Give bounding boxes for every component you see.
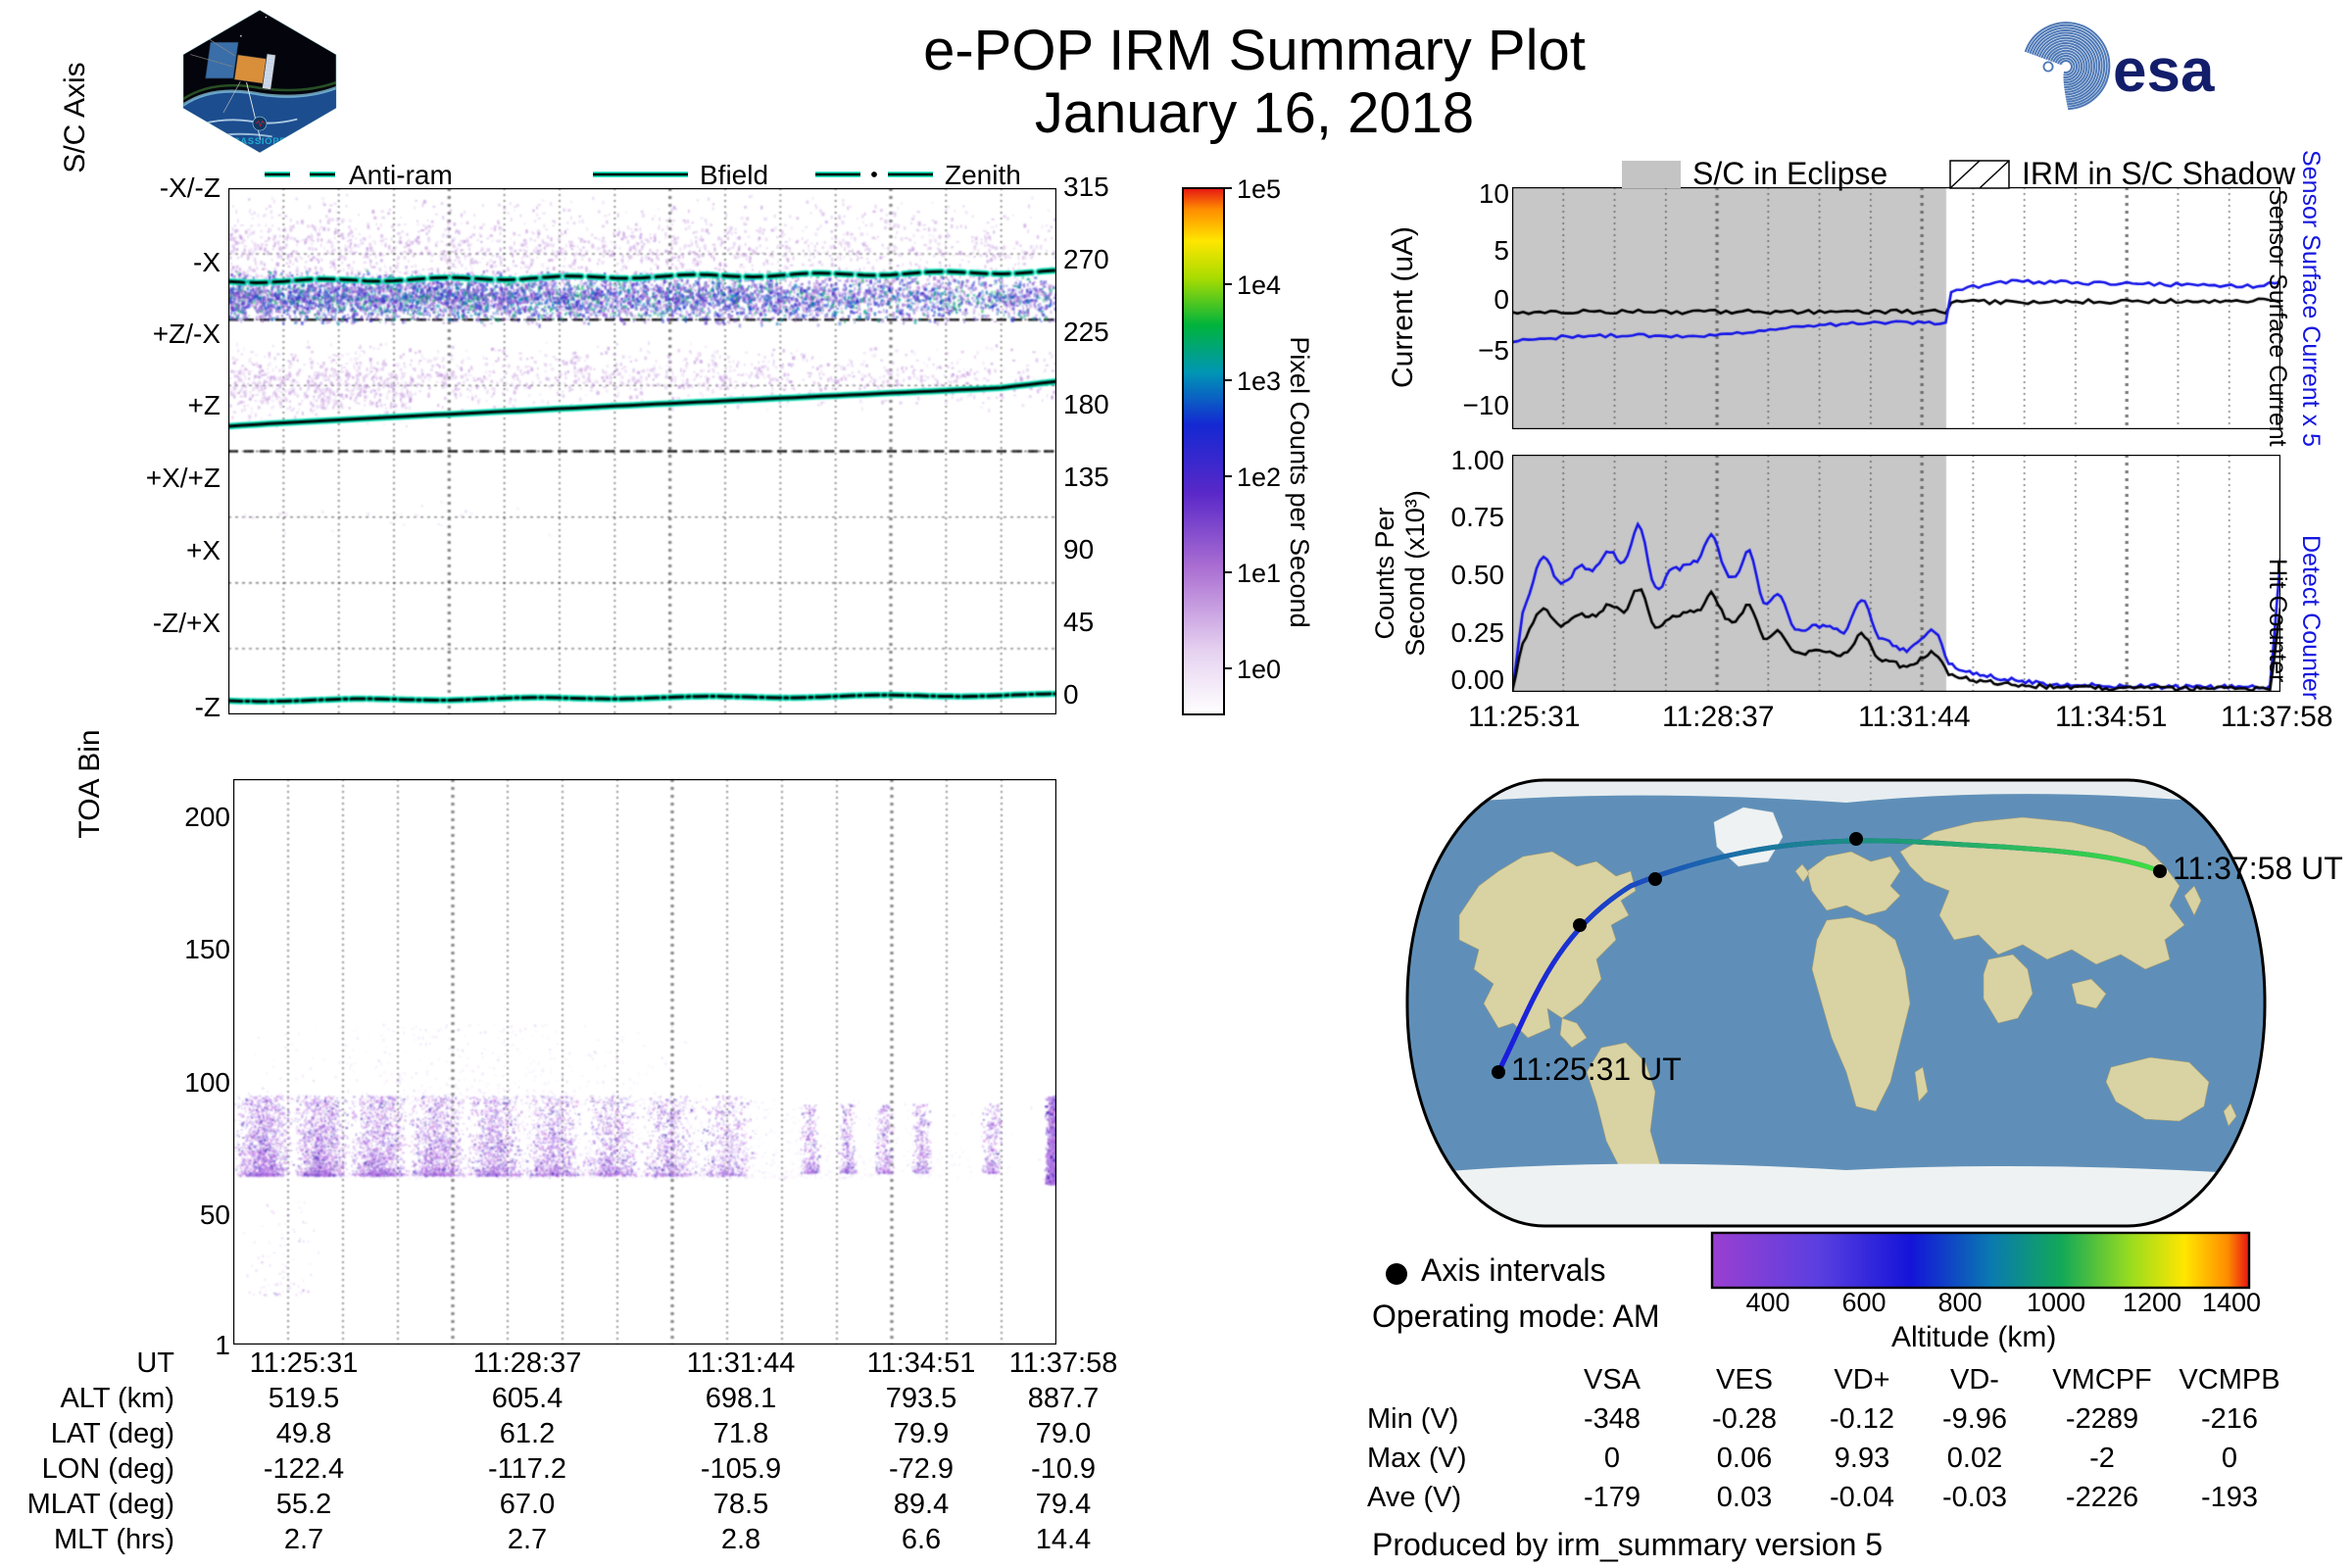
svg-text:14.4: 14.4 bbox=[1036, 1524, 1091, 1555]
svg-text:-10.9: -10.9 bbox=[1031, 1453, 1096, 1485]
svg-text:-122.4: -122.4 bbox=[264, 1453, 344, 1485]
svg-text:400: 400 bbox=[1745, 1288, 1789, 1317]
svg-text:Zenith: Zenith bbox=[945, 160, 1021, 190]
svg-text:-2289: -2289 bbox=[2066, 1403, 2138, 1435]
svg-text:Max (V): Max (V) bbox=[1367, 1443, 1467, 1474]
svg-text:79.4: 79.4 bbox=[1036, 1489, 1091, 1520]
svg-text:89.4: 89.4 bbox=[894, 1489, 949, 1520]
svg-text:0.03: 0.03 bbox=[1717, 1482, 1772, 1513]
svg-text:2.7: 2.7 bbox=[284, 1524, 323, 1555]
svg-text:11:34:51: 11:34:51 bbox=[867, 1348, 976, 1379]
svg-text:VMCPF: VMCPF bbox=[2052, 1364, 2152, 1396]
svg-text:1e0: 1e0 bbox=[1237, 655, 1281, 684]
svg-text:1e2: 1e2 bbox=[1237, 463, 1281, 492]
svg-text:VD-: VD- bbox=[1950, 1364, 1999, 1396]
svg-text:-0.12: -0.12 bbox=[1830, 1403, 1894, 1435]
svg-text:1e1: 1e1 bbox=[1237, 559, 1281, 588]
svg-text:600: 600 bbox=[1841, 1288, 1886, 1317]
svg-text:55.2: 55.2 bbox=[276, 1489, 331, 1520]
svg-text:-2226: -2226 bbox=[2066, 1482, 2138, 1513]
svg-text:-0.03: -0.03 bbox=[1942, 1482, 2007, 1513]
svg-text:Anti-ram: Anti-ram bbox=[349, 160, 453, 190]
svg-text:793.5: 793.5 bbox=[886, 1383, 957, 1414]
svg-text:0: 0 bbox=[2222, 1443, 2237, 1474]
svg-text:Ave (V): Ave (V) bbox=[1367, 1482, 1461, 1513]
svg-text:0.06: 0.06 bbox=[1717, 1443, 1772, 1474]
svg-text:6.6: 6.6 bbox=[902, 1524, 941, 1555]
svg-text:11:31:44: 11:31:44 bbox=[687, 1348, 796, 1379]
svg-text:ALT (km): ALT (km) bbox=[60, 1383, 174, 1414]
svg-text:0: 0 bbox=[1604, 1443, 1620, 1474]
svg-text:LON (deg): LON (deg) bbox=[42, 1453, 174, 1485]
svg-text:IRM in S/C Shadow: IRM in S/C Shadow bbox=[2022, 156, 2296, 191]
svg-text:-117.2: -117.2 bbox=[488, 1453, 566, 1485]
svg-text:79.9: 79.9 bbox=[894, 1418, 949, 1449]
svg-text:-105.9: -105.9 bbox=[701, 1453, 781, 1485]
svg-text:MLAT (deg): MLAT (deg) bbox=[27, 1489, 174, 1520]
svg-text:887.7: 887.7 bbox=[1028, 1383, 1100, 1414]
svg-text:UT: UT bbox=[136, 1348, 174, 1379]
svg-text:Pixel Counts per Second: Pixel Counts per Second bbox=[1285, 336, 1314, 627]
svg-text:2.7: 2.7 bbox=[508, 1524, 547, 1555]
svg-text:1000: 1000 bbox=[2027, 1288, 2085, 1317]
svg-text:-179: -179 bbox=[1584, 1482, 1641, 1513]
svg-text:519.5: 519.5 bbox=[269, 1383, 340, 1414]
svg-text:800: 800 bbox=[1937, 1288, 1982, 1317]
svg-text:67.0: 67.0 bbox=[500, 1489, 555, 1520]
svg-text:-216: -216 bbox=[2201, 1403, 2258, 1435]
svg-text:49.8: 49.8 bbox=[276, 1418, 331, 1449]
svg-text:Bfield: Bfield bbox=[700, 160, 768, 190]
svg-text:2.8: 2.8 bbox=[721, 1524, 760, 1555]
svg-text:S/C in Eclipse: S/C in Eclipse bbox=[1692, 156, 1887, 191]
svg-text:11:25:31 UT: 11:25:31 UT bbox=[1511, 1052, 1682, 1087]
svg-text:Min (V): Min (V) bbox=[1367, 1403, 1458, 1435]
svg-text:VES: VES bbox=[1716, 1364, 1773, 1396]
svg-text:698.1: 698.1 bbox=[706, 1383, 777, 1414]
svg-text:11:25:31: 11:25:31 bbox=[250, 1348, 359, 1379]
svg-text:-193: -193 bbox=[2201, 1482, 2258, 1513]
svg-text:11:28:37: 11:28:37 bbox=[473, 1348, 582, 1379]
svg-text:-0.28: -0.28 bbox=[1712, 1403, 1777, 1435]
svg-text:78.5: 78.5 bbox=[713, 1489, 768, 1520]
svg-text:esa: esa bbox=[2113, 37, 2215, 105]
svg-text:-9.96: -9.96 bbox=[1942, 1403, 2007, 1435]
svg-text:1e3: 1e3 bbox=[1237, 367, 1281, 396]
svg-text:1400: 1400 bbox=[2202, 1288, 2261, 1317]
svg-text:79.0: 79.0 bbox=[1036, 1418, 1091, 1449]
svg-text:LAT (deg): LAT (deg) bbox=[51, 1418, 174, 1449]
svg-text:-2: -2 bbox=[2089, 1443, 2115, 1474]
svg-text:VSA: VSA bbox=[1584, 1364, 1642, 1396]
svg-text:VCMPB: VCMPB bbox=[2179, 1364, 2279, 1396]
svg-text:1200: 1200 bbox=[2123, 1288, 2181, 1317]
svg-text:1e4: 1e4 bbox=[1237, 270, 1281, 300]
svg-text:61.2: 61.2 bbox=[500, 1418, 555, 1449]
svg-text:-348: -348 bbox=[1584, 1403, 1641, 1435]
svg-text:MLT (hrs): MLT (hrs) bbox=[54, 1524, 174, 1555]
svg-text:0.02: 0.02 bbox=[1947, 1443, 2002, 1474]
svg-text:9.93: 9.93 bbox=[1835, 1443, 1889, 1474]
svg-text:-72.9: -72.9 bbox=[889, 1453, 954, 1485]
svg-text:71.8: 71.8 bbox=[713, 1418, 768, 1449]
svg-text:1e5: 1e5 bbox=[1237, 174, 1281, 204]
svg-text:-0.04: -0.04 bbox=[1830, 1482, 1894, 1513]
svg-text:11:37:58: 11:37:58 bbox=[1009, 1348, 1118, 1379]
svg-text:VD+: VD+ bbox=[1834, 1364, 1889, 1396]
svg-text:11:37:58 UT: 11:37:58 UT bbox=[2173, 851, 2343, 886]
svg-text:605.4: 605.4 bbox=[492, 1383, 564, 1414]
